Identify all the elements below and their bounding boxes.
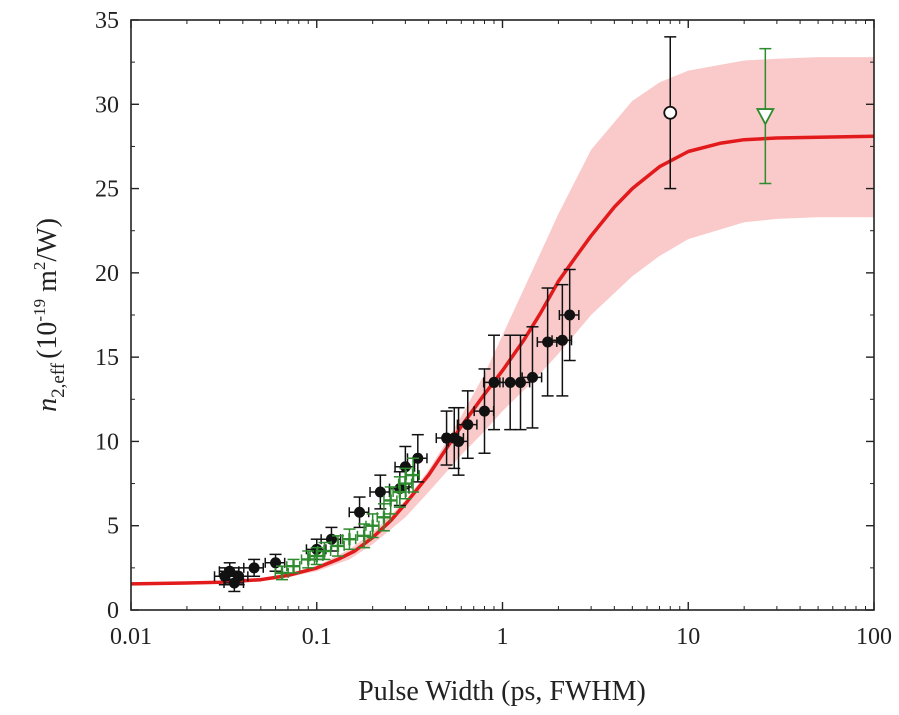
data-point: [248, 562, 260, 574]
data-point: [462, 419, 474, 431]
data-point: [399, 461, 411, 473]
data-point: [564, 309, 576, 321]
y-axis-unit-mid: m: [32, 270, 63, 299]
y-axis-subscript: 2,eff: [48, 362, 69, 398]
data-point: [233, 570, 245, 582]
data-point: [354, 506, 366, 518]
y-axis-unit-exp1: -19: [30, 299, 49, 322]
y-tick-label: 0: [107, 598, 119, 624]
x-tick-label: 1: [497, 624, 509, 650]
x-tick-label: 100: [856, 624, 892, 650]
data-markers-layer: [213, 36, 775, 593]
data-point: [515, 376, 527, 388]
data-point-open-circle: [663, 105, 678, 120]
data-point-triangle: [755, 108, 775, 126]
data-point: [526, 371, 538, 383]
data-point: [374, 486, 386, 498]
confidence-band: [131, 57, 874, 585]
y-tick-label: 35: [95, 8, 119, 34]
data-point: [542, 336, 554, 348]
data-point: [556, 334, 568, 346]
y-axis-unit-exp2: 2: [30, 262, 49, 271]
y-tick-label: 30: [95, 92, 119, 118]
y-axis-unit-suffix: /W): [32, 218, 63, 262]
x-tick-label: 0.1: [302, 624, 332, 650]
x-tick-label: 10: [676, 624, 700, 650]
confidence-band-layer: [131, 57, 874, 585]
data-point: [488, 376, 500, 388]
x-tick-label: 0.01: [110, 624, 152, 650]
x-axis-title: Pulse Width (ps, FWHM): [358, 676, 646, 707]
data-point: [453, 435, 465, 447]
y-tick-label: 10: [95, 429, 119, 455]
y-axis-symbol: n: [32, 398, 63, 412]
y-axis-title: n2,eff (10-19 m2/W): [30, 218, 69, 412]
y-tick-label: 15: [95, 345, 119, 371]
axis-ticks: 0.01 0.1 1 10 100 0 5 10 15 20 25 30 35: [95, 8, 892, 650]
data-point: [478, 405, 490, 417]
y-tick-label: 25: [95, 177, 119, 203]
y-tick-label: 5: [107, 514, 119, 540]
y-tick-label: 20: [95, 261, 119, 287]
y-axis-unit-prefix: (10: [32, 322, 63, 359]
